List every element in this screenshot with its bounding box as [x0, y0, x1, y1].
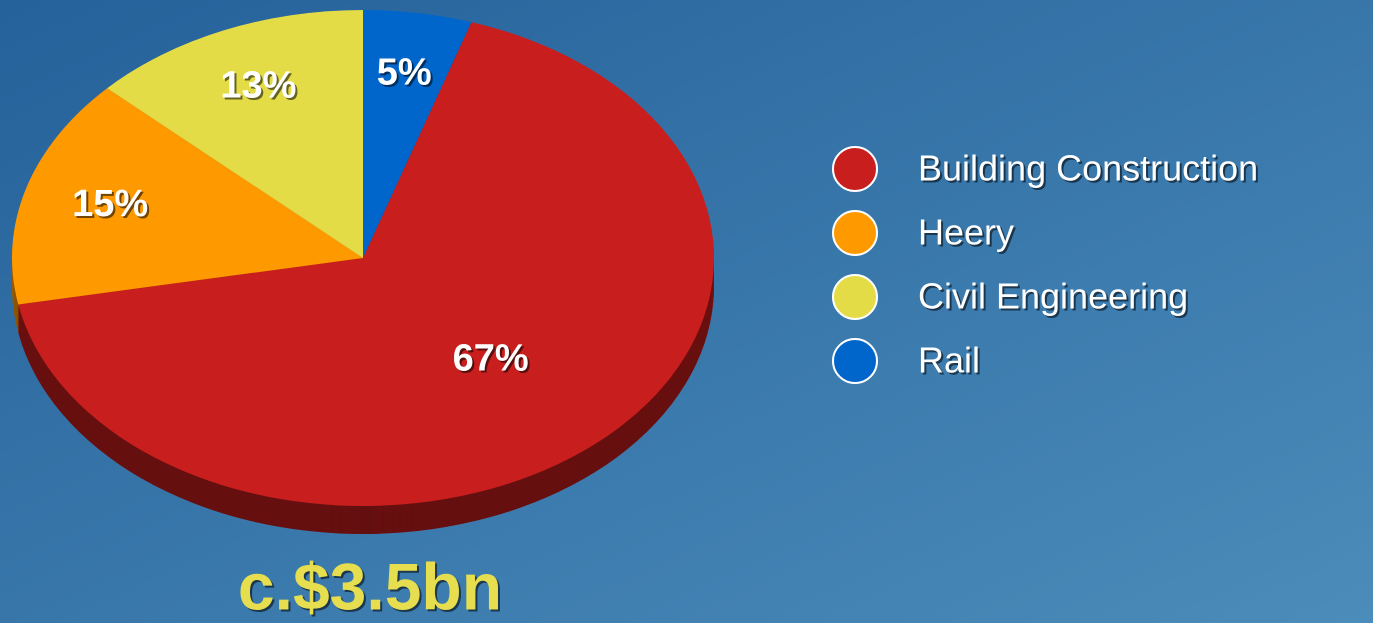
legend-swatch — [832, 210, 878, 256]
pie-slice — [11, 88, 363, 305]
pie-slice — [363, 10, 472, 258]
pie-slice — [18, 22, 715, 507]
legend-swatch — [832, 274, 878, 320]
slice-label: 15% — [72, 183, 148, 225]
legend: Building Construction Heery Civil Engineer… — [832, 146, 1258, 384]
slice-label: 5% — [377, 51, 432, 93]
legend-swatch — [832, 338, 878, 384]
pie: 5% 67% 15% 13% — [11, 10, 715, 534]
legend-label: Rail — [918, 340, 980, 381]
legend-label: Heery — [918, 212, 1014, 253]
legend-swatch — [832, 146, 878, 192]
slice-label: 13% — [220, 64, 296, 106]
pie-slice — [107, 10, 363, 258]
legend-label: Building Construction — [918, 148, 1258, 189]
slice-label: 67% — [453, 337, 529, 379]
legend-label: Civil Engineering — [918, 276, 1188, 317]
total-annotation: c.$3.5bn — [238, 549, 502, 623]
